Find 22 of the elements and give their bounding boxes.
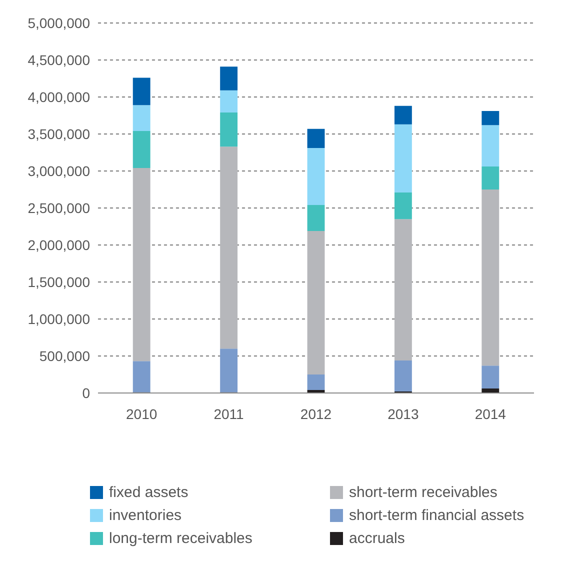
y-tick-label: 1,000,000 [28, 310, 90, 327]
y-tick-label: 1,500,000 [28, 274, 90, 290]
legend-label: accruals [349, 530, 405, 547]
x-tick-label: 2011 [214, 406, 244, 422]
y-tick-label: 4,500,000 [28, 52, 90, 68]
y-tick-label: 3,500,000 [28, 126, 90, 142]
x-tick-label: 2010 [126, 406, 158, 422]
y-tick-label: 4,000,000 [28, 88, 90, 105]
y-tick-label: 0 [82, 384, 90, 401]
y-tick-label: 3,000,000 [28, 162, 90, 179]
y-tick-label: 2,500,000 [28, 200, 90, 216]
x-tick-label: 2013 [388, 406, 419, 422]
legend-label: long-term receivables [109, 530, 252, 547]
legend-label: fixed assets [109, 484, 188, 501]
x-tick-label: 2012 [300, 406, 332, 422]
y-tick-label: 2,000,000 [28, 236, 90, 253]
y-tick-label: 5,000,000 [28, 14, 90, 31]
x-tick-label: 2014 [474, 406, 506, 422]
legend-label: short-term receivables [349, 484, 498, 501]
y-tick-label: 500,000 [39, 348, 90, 364]
legend-label: inventories [109, 507, 182, 524]
legend-label: short-term financial assets [349, 507, 524, 524]
